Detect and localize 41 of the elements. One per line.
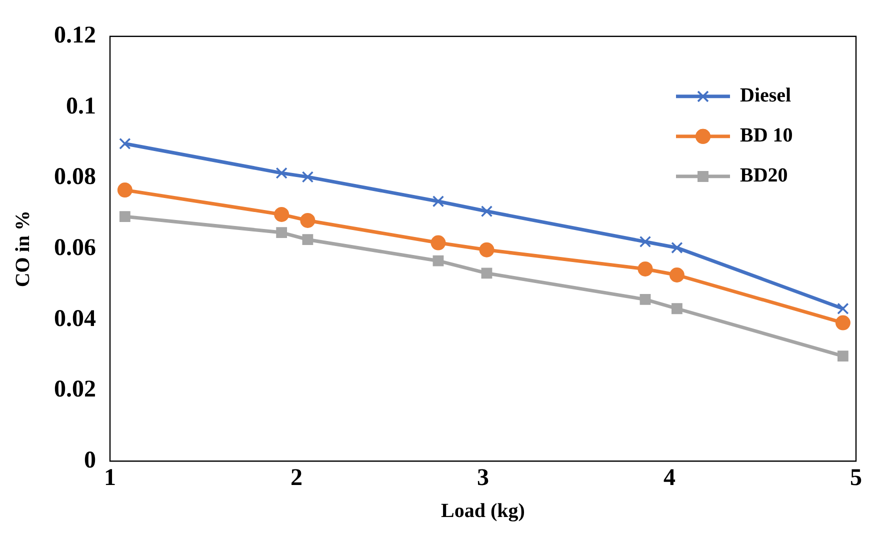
x-tick-label: 3 [477, 464, 489, 491]
point [302, 234, 314, 246]
point [430, 235, 446, 250]
point [119, 211, 130, 222]
y-axis-title: CO in % [12, 210, 34, 288]
point [640, 294, 651, 305]
point [432, 196, 444, 208]
legend-label: Diesel [740, 84, 792, 107]
y-tick-label: 0 [84, 447, 96, 474]
legend-label: BD 10 [740, 124, 793, 147]
x-tick-label: 4 [664, 464, 676, 491]
point [117, 182, 132, 198]
point [119, 138, 131, 150]
y-tick-label: 0.12 [54, 22, 96, 49]
point [276, 167, 288, 179]
point [837, 350, 848, 362]
point [274, 206, 290, 222]
legend-label: BD20 [740, 164, 788, 187]
point [276, 227, 288, 238]
y-tick-label: 0.1 [66, 93, 96, 120]
y-tick-label: 0.02 [54, 376, 96, 403]
point [835, 315, 850, 330]
point [672, 303, 682, 314]
point [432, 255, 444, 266]
y-tick-label: 0.06 [54, 235, 96, 262]
point [639, 236, 652, 248]
point [481, 268, 492, 279]
x-tick-label: 2 [290, 464, 302, 491]
point [479, 242, 494, 258]
point [669, 267, 684, 282]
x-tick-label: 1 [104, 464, 116, 491]
x-tick-label: 5 [850, 464, 862, 491]
point [302, 171, 314, 183]
y-tick-label: 0.08 [54, 164, 96, 190]
x-axis-title: Load (kg) [441, 500, 525, 522]
point [480, 205, 493, 218]
point [300, 212, 316, 228]
point [671, 242, 683, 254]
y-tick-label: 0.04 [54, 306, 96, 332]
point [638, 261, 653, 276]
point [837, 302, 849, 314]
